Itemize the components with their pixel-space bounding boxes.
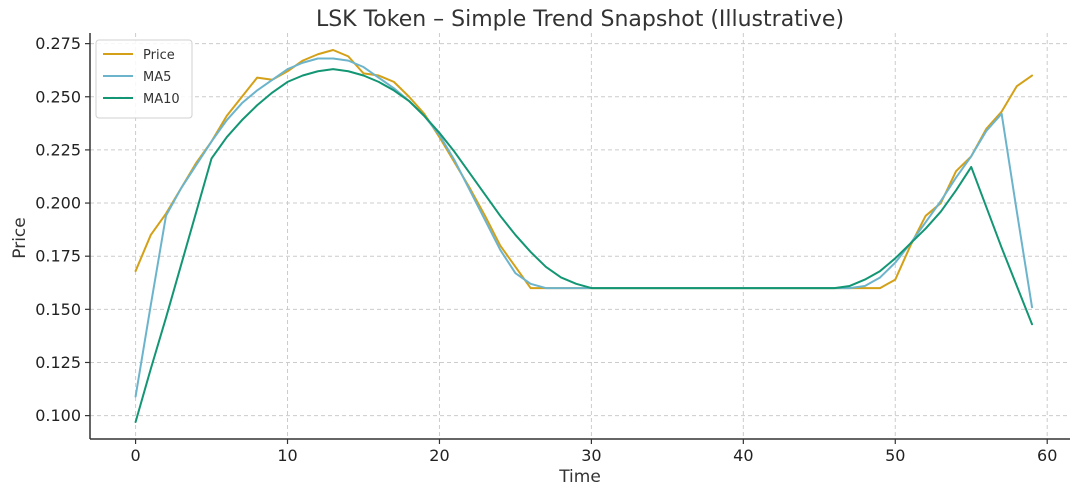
- x-tick-label: 10: [277, 446, 297, 465]
- x-tick-label: 60: [1037, 446, 1057, 465]
- legend-label-ma5: MA5: [143, 70, 171, 85]
- legend-label-ma10: MA10: [143, 92, 180, 107]
- x-tick-label: 30: [581, 446, 601, 465]
- axes: 0 10 20 30 40 50 60 0.100 0.125 0.150 0.175 0.200 0.…: [35, 33, 1070, 465]
- y-tick-label: 0.100: [35, 406, 81, 425]
- x-axis-label: Time: [558, 467, 601, 487]
- x-tick-label: 20: [429, 446, 449, 465]
- y-tick-label: 0.275: [35, 34, 81, 53]
- chart-title: LSK Token – Simple Trend Snapshot (Illus…: [316, 7, 844, 32]
- y-tick-label: 0.150: [35, 300, 81, 319]
- y-tick-label: 0.225: [35, 140, 81, 159]
- y-tick-label: 0.200: [35, 194, 81, 213]
- legend: Price MA5 MA10: [95, 39, 193, 119]
- series-lines: [134, 49, 1034, 423]
- x-tick-label: 40: [733, 446, 753, 465]
- x-tick-label: 0: [130, 446, 140, 465]
- x-tick-label: 50: [885, 446, 905, 465]
- y-tick-label: 0.125: [35, 353, 81, 372]
- legend-label-price: Price: [143, 48, 175, 63]
- y-axis-label: Price: [10, 217, 30, 258]
- grid: [90, 33, 1070, 439]
- series-line-ma10: [134, 68, 1034, 423]
- series-line-price: [134, 49, 1034, 290]
- y-tick-label: 0.250: [35, 87, 81, 106]
- series-line-ma5: [134, 57, 1034, 398]
- y-tick-label: 0.175: [35, 247, 81, 266]
